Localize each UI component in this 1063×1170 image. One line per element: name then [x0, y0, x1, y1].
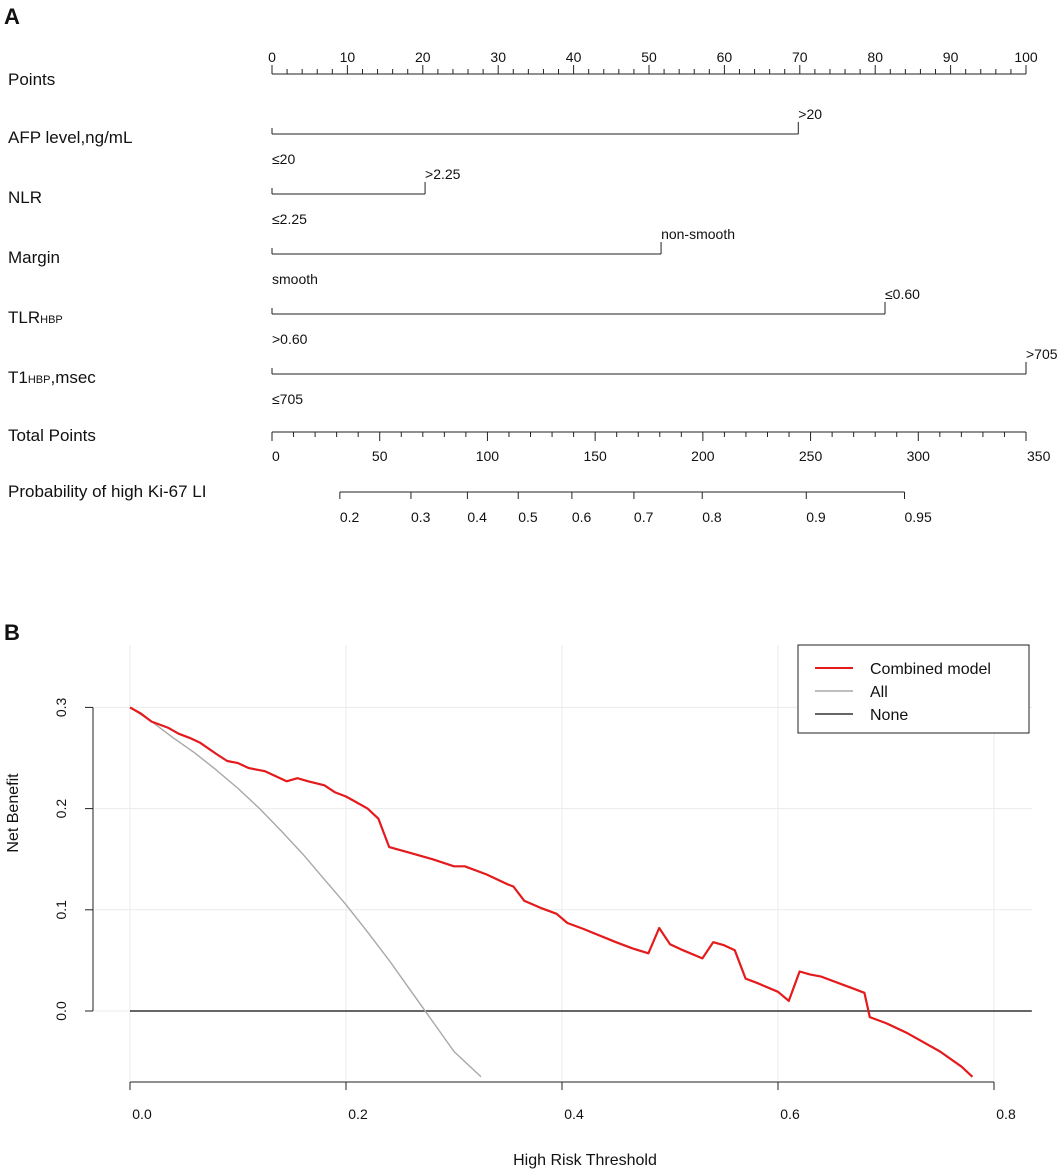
y-axis-title: Net Benefit — [5, 773, 22, 853]
legend-label-none: None — [870, 707, 908, 724]
total-tick-label: 350 — [1027, 448, 1051, 464]
variable-low-label: ≤2.25 — [272, 211, 307, 227]
points-tick-label: 80 — [867, 49, 883, 65]
variable-high-label: non-smooth — [661, 226, 735, 242]
variable-label: TLRHBP — [8, 308, 63, 327]
y-tick-label: 0.1 — [53, 900, 69, 920]
variable-high-label: >2.25 — [425, 166, 461, 182]
probability-axis-label: Probability of high Ki-67 LI — [8, 482, 206, 501]
points-tick-label: 70 — [792, 49, 808, 65]
probability-tick-label: 0.4 — [467, 509, 487, 525]
x-tick-label: 0.0 — [132, 1106, 152, 1122]
variable-high-label: ≤0.60 — [885, 286, 920, 302]
variable-low-label: ≤20 — [272, 151, 295, 167]
x-axis-title: High Risk Threshold — [513, 1152, 657, 1169]
total-tick-label: 150 — [583, 448, 607, 464]
probability-tick-label: 0.9 — [806, 509, 826, 525]
probability-tick-label: 0.8 — [702, 509, 722, 525]
points-tick-label: 10 — [340, 49, 356, 65]
y-axis: 0.0 0.1 0.2 0.3 — [53, 697, 94, 1021]
probability-tick-label: 0.95 — [904, 509, 931, 525]
probability-axis: 0.2 0.3 0.4 0.5 0.6 0.7 0.8 0.9 0.95 — [339, 491, 932, 525]
points-tick-label: 40 — [566, 49, 582, 65]
x-tick-label: 0.8 — [996, 1106, 1016, 1122]
probability-tick-label: 0.2 — [340, 509, 360, 525]
variable-low-label: smooth — [272, 271, 318, 287]
probability-tick-label: 0.3 — [411, 509, 431, 525]
x-tick-label: 0.4 — [564, 1106, 584, 1122]
points-tick-label: 0 — [268, 49, 276, 65]
variable-label: AFP level,ng/mL — [8, 128, 132, 147]
total-points-axis: 0 50 100 150 200 250 300 350 — [271, 431, 1051, 464]
total-tick-label: 50 — [372, 448, 388, 464]
legend: Combined model All None — [797, 644, 1030, 734]
probability-tick-label: 0.5 — [518, 509, 538, 525]
series-combined-model — [129, 706, 974, 1078]
legend-box — [797, 644, 1030, 734]
points-tick-label: 90 — [943, 49, 959, 65]
variable-label: Margin — [8, 248, 60, 267]
y-tick-label: 0.2 — [53, 799, 69, 819]
legend-label-all: All — [870, 684, 888, 701]
points-tick-label: 50 — [641, 49, 657, 65]
total-points-label: Total Points — [8, 426, 96, 445]
variable-high-label: >705 — [1026, 346, 1058, 362]
points-axis: 0 10 20 30 40 50 60 70 80 90 100 — [268, 49, 1038, 75]
points-tick-label: 30 — [490, 49, 506, 65]
points-tick-label: 60 — [717, 49, 733, 65]
points-tick-label: 100 — [1014, 49, 1038, 65]
x-tick-label: 0.2 — [348, 1106, 368, 1122]
x-axis: 0.0 0.2 0.4 0.6 0.8 — [129, 1081, 1016, 1122]
y-tick-label: 0.3 — [53, 697, 69, 717]
variable-high-label: >20 — [798, 106, 822, 122]
total-tick-label: 200 — [691, 448, 715, 464]
probability-tick-label: 0.7 — [634, 509, 654, 525]
panel-b-label: B — [4, 620, 20, 645]
total-tick-label: 250 — [799, 448, 823, 464]
points-tick-label: 20 — [415, 49, 431, 65]
legend-label-combined: Combined model — [870, 661, 991, 678]
nomogram: Points 0 10 20 30 40 50 60 70 80 90 100 AFP level,… — [8, 49, 1058, 525]
variable-label: T1HBP,msec — [8, 368, 96, 387]
variable-low-label: ≤705 — [272, 391, 303, 407]
probability-tick-label: 0.6 — [572, 509, 592, 525]
series-lines — [129, 706, 1032, 1078]
variable-label: NLR — [8, 188, 42, 207]
variable-low-label: >0.60 — [272, 331, 308, 347]
series-all — [129, 706, 482, 1078]
x-tick-label: 0.6 — [780, 1106, 800, 1122]
total-tick-label: 300 — [907, 448, 931, 464]
total-tick-label: 100 — [476, 448, 500, 464]
y-tick-label: 0.0 — [53, 1001, 69, 1021]
total-tick-label: 0 — [272, 448, 280, 464]
decision-curve-chart: 0.0 0.1 0.2 0.3 0.0 0.2 0.4 0.6 0.8 High Risk T… — [5, 644, 1032, 1169]
panel-a-label: A — [4, 4, 20, 29]
nomogram-variables: AFP level,ng/mL ≤20 >20 NLR ≤2.25 >2.25 Margin… — [8, 106, 1058, 407]
points-axis-label: Points — [8, 70, 55, 89]
